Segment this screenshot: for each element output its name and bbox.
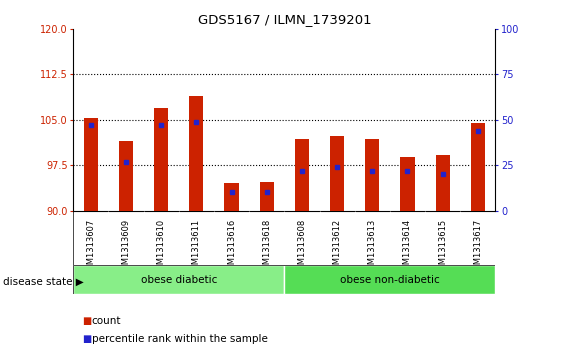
Bar xyxy=(436,155,450,211)
Bar xyxy=(295,139,309,211)
Bar xyxy=(260,182,274,211)
Text: GSM1313610: GSM1313610 xyxy=(157,219,166,275)
Text: obese non-diabetic: obese non-diabetic xyxy=(340,274,440,285)
Bar xyxy=(225,183,239,211)
Text: ■: ■ xyxy=(82,316,91,326)
Text: GSM1313614: GSM1313614 xyxy=(403,219,412,275)
Bar xyxy=(365,139,379,211)
Text: GSM1313618: GSM1313618 xyxy=(262,219,271,275)
Bar xyxy=(400,157,414,211)
Bar xyxy=(471,123,485,211)
Text: GSM1313608: GSM1313608 xyxy=(297,219,306,275)
Text: GSM1313613: GSM1313613 xyxy=(368,219,377,275)
Text: GSM1313616: GSM1313616 xyxy=(227,219,236,275)
Bar xyxy=(119,141,133,211)
Text: percentile rank within the sample: percentile rank within the sample xyxy=(92,334,267,344)
Bar xyxy=(330,136,344,211)
Bar xyxy=(154,108,168,211)
Text: GSM1313609: GSM1313609 xyxy=(122,219,131,275)
Text: ■: ■ xyxy=(82,334,91,344)
Bar xyxy=(189,95,203,211)
Text: disease state ▶: disease state ▶ xyxy=(3,276,83,286)
Text: GSM1313611: GSM1313611 xyxy=(192,219,201,275)
Text: GSM1313612: GSM1313612 xyxy=(333,219,342,275)
Text: count: count xyxy=(92,316,121,326)
Bar xyxy=(84,118,98,211)
Title: GDS5167 / ILMN_1739201: GDS5167 / ILMN_1739201 xyxy=(198,13,371,26)
Text: GSM1313615: GSM1313615 xyxy=(438,219,447,275)
Text: GSM1313607: GSM1313607 xyxy=(86,219,95,275)
Bar xyxy=(73,265,284,294)
Text: obese diabetic: obese diabetic xyxy=(141,274,217,285)
Text: GSM1313617: GSM1313617 xyxy=(473,219,482,275)
Bar xyxy=(284,265,495,294)
